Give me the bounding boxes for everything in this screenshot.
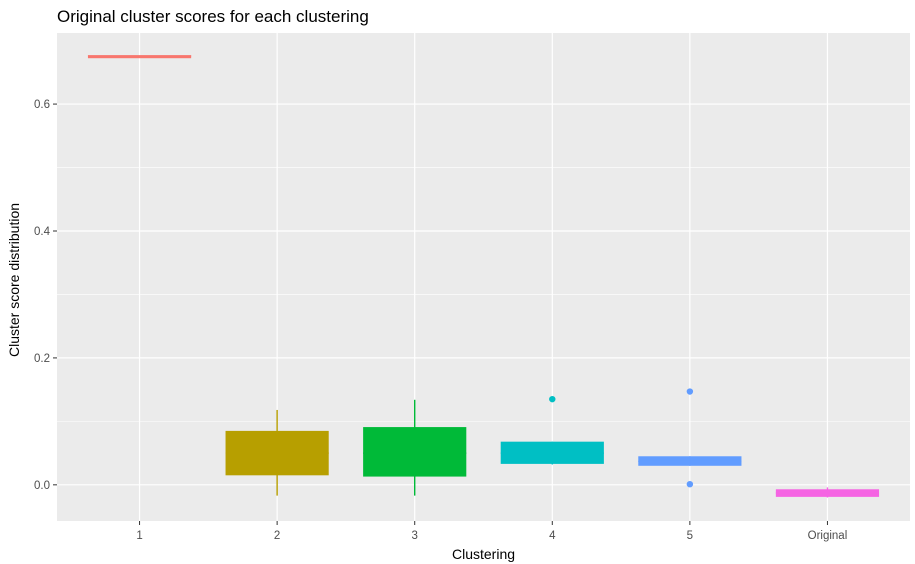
x-tick-label: 4 bbox=[549, 530, 556, 542]
box-3 bbox=[363, 399, 467, 496]
minor-gridlines bbox=[57, 167, 910, 422]
box-2 bbox=[225, 409, 329, 496]
x-tick-label: Original bbox=[808, 530, 848, 542]
outlier-point bbox=[686, 480, 694, 488]
y-tick-label: 0.6 bbox=[34, 99, 50, 111]
major-gridlines bbox=[57, 33, 910, 521]
y-tick-label: 0.0 bbox=[34, 480, 50, 492]
chart-title: Original cluster scores for each cluster… bbox=[57, 7, 369, 26]
y-tick-label: 0.4 bbox=[34, 226, 51, 238]
y-tick-label: 0.2 bbox=[34, 353, 50, 365]
x-axis: 1 2 3 4 5 Original bbox=[136, 521, 847, 542]
plot-panel bbox=[57, 33, 910, 521]
x-tick-label: 3 bbox=[412, 530, 418, 542]
box-4 bbox=[500, 395, 604, 465]
outlier-point bbox=[549, 395, 556, 403]
box-5 bbox=[638, 388, 742, 488]
x-tick-label: 5 bbox=[687, 530, 693, 542]
y-axis: 0.0 0.2 0.4 0.6 bbox=[34, 99, 57, 492]
x-tick-label: 2 bbox=[274, 530, 280, 542]
box-1 bbox=[87, 55, 192, 59]
outlier-point bbox=[686, 388, 694, 395]
box-rect bbox=[87, 55, 192, 59]
x-tick-label: 1 bbox=[136, 530, 142, 542]
box-series bbox=[87, 55, 880, 498]
y-axis-title: Cluster score distribution bbox=[6, 203, 22, 357]
x-axis-title: Clustering bbox=[452, 546, 515, 562]
box-rect bbox=[363, 427, 467, 477]
box-Original bbox=[775, 487, 880, 498]
